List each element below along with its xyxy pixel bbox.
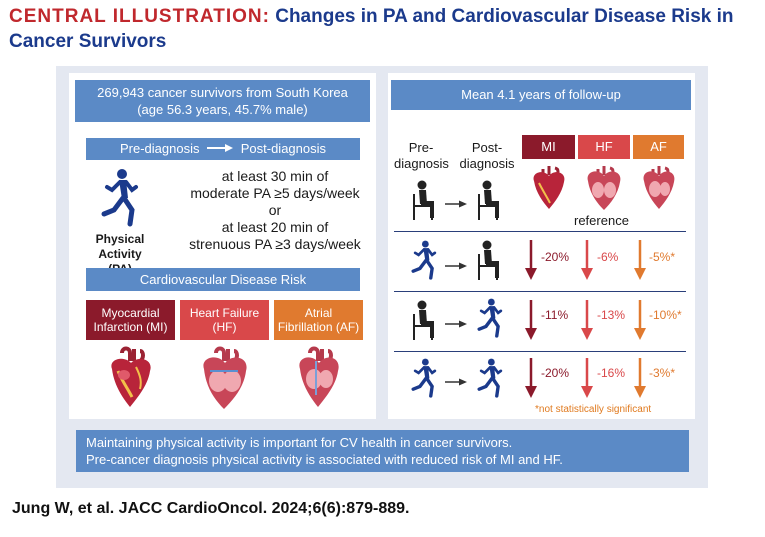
title-line1: CENTRAL ILLUSTRATION: Changes in PA and … <box>9 6 734 28</box>
disease-box-hf: Heart Failure (HF) <box>180 300 269 340</box>
row3-hf-value: -16% <box>597 366 626 380</box>
outcome-mi-label: MI <box>541 139 556 154</box>
risk-header: Cardiovascular Disease Risk <box>139 272 307 287</box>
criteria-line: at least 30 min of <box>221 168 329 184</box>
cohort-line2: (age 56.3 years, 45.7% male) <box>137 102 308 117</box>
running-person-icon <box>410 240 438 282</box>
arrow-down-icon <box>524 300 538 340</box>
citation: Jung W, et al. JACC CardioOncol. 2024;6(… <box>12 500 410 517</box>
disease-af-line1: Atrial <box>304 306 333 320</box>
arrow-right-icon <box>445 258 467 270</box>
disease-hf-line2: (HF) <box>212 320 237 334</box>
followup-text: Mean 4.1 years of follow-up <box>461 87 621 102</box>
arrow-down-icon <box>633 358 647 398</box>
row-divider <box>394 351 686 352</box>
row1-hf-value: -6% <box>597 250 619 264</box>
seated-person-icon <box>410 300 440 342</box>
col-post-line1: Post- <box>471 140 503 155</box>
running-person-icon <box>100 168 140 230</box>
arrow-right-icon <box>207 138 234 160</box>
heart-icon <box>292 345 346 411</box>
summary-line2: Pre-cancer diagnosis physical activity i… <box>86 452 563 467</box>
row1-mi-value: -20% <box>541 250 570 264</box>
disease-mi-line2: Infarction (MI) <box>93 320 168 334</box>
heart-icon <box>104 345 158 411</box>
followup-box: Mean 4.1 years of follow-up <box>391 80 691 110</box>
outcome-hf: HF <box>578 135 630 159</box>
row-divider <box>394 291 686 292</box>
arrow-down-icon <box>633 300 647 340</box>
header: CENTRAL ILLUSTRATION: Changes in PA and … <box>0 0 765 64</box>
title-text: Changes in PA and Cardiovascular Disease… <box>275 6 734 27</box>
outcome-af: AF <box>633 135 684 159</box>
risk-header-box: Cardiovascular Disease Risk <box>86 268 360 291</box>
pa-label-line1: Physical Activity <box>95 232 145 261</box>
arrow-down-icon <box>580 300 594 340</box>
pa-criteria: at least 30 min of moderate PA ≥5 days/w… <box>180 168 370 253</box>
row3-af-value: -3%* <box>649 366 676 380</box>
outcome-mi: MI <box>522 135 575 159</box>
criteria-line: at least 20 min of <box>221 219 329 235</box>
arrow-down-icon <box>633 240 647 280</box>
disease-hf-line1: Heart Failure <box>189 306 260 320</box>
right-column <box>388 73 695 419</box>
timeline-post: Post-diagnosis <box>240 141 327 156</box>
col-pre-header: Pre- diagnosis <box>394 140 449 172</box>
cohort-line1: 269,943 cancer survivors from South Kore… <box>97 85 348 100</box>
title-label: CENTRAL ILLUSTRATION: <box>9 6 270 27</box>
row2-hf-value: -13% <box>597 308 626 322</box>
summary-box: Maintaining physical activity is importa… <box>76 430 689 472</box>
seated-person-icon <box>475 240 505 282</box>
timeline-box: Pre-diagnosis Post-diagnosis <box>86 138 360 160</box>
title-line2: Cancer Survivors <box>9 31 167 52</box>
summary-line1: Maintaining physical activity is importa… <box>86 435 513 450</box>
col-post-line2: diagnosis <box>459 156 515 171</box>
row3-mi-value: -20% <box>541 366 570 380</box>
heart-icon <box>639 163 679 211</box>
running-person-icon <box>476 298 504 340</box>
disease-af-line2: Fibrillation (AF) <box>277 320 360 334</box>
arrow-down-icon <box>524 240 538 280</box>
arrow-down-icon <box>580 240 594 280</box>
timeline-pre: Pre-diagnosis <box>119 141 200 156</box>
row2-af-value: -10%* <box>649 308 682 322</box>
criteria-line: strenuous PA ≥3 days/week <box>189 236 361 252</box>
row-divider <box>394 231 686 232</box>
disease-box-af: Atrial Fibrillation (AF) <box>274 300 363 340</box>
col-pre-line2: diagnosis <box>394 156 449 171</box>
criteria-line: moderate PA ≥5 days/week <box>190 185 360 201</box>
col-pre-line1: Pre- <box>408 140 434 155</box>
reference-label: reference <box>574 213 629 228</box>
disease-box-mi: Myocardial Infarction (MI) <box>86 300 175 340</box>
footnote: *not statistically significant <box>535 404 652 415</box>
outcome-af-label: AF <box>650 139 667 154</box>
heart-icon <box>529 163 569 211</box>
heart-icon <box>198 345 252 411</box>
arrow-right-icon <box>445 374 467 386</box>
seated-person-icon <box>410 180 440 222</box>
disease-mi-line1: Myocardial <box>101 306 160 320</box>
arrow-right-icon <box>445 316 467 328</box>
cohort-box: 269,943 cancer survivors from South Kore… <box>75 80 370 122</box>
row1-af-value: -5%* <box>649 250 676 264</box>
row2-mi-value: -11% <box>541 308 569 322</box>
outcome-hf-label: HF <box>595 139 613 154</box>
arrow-right-icon <box>445 196 467 208</box>
arrow-down-icon <box>524 358 538 398</box>
heart-icon <box>584 163 624 211</box>
arrow-down-icon <box>580 358 594 398</box>
running-person-icon <box>476 358 504 400</box>
running-person-icon <box>410 358 438 400</box>
seated-person-icon <box>475 180 505 222</box>
criteria-line: or <box>268 202 282 218</box>
col-post-header: Post- diagnosis <box>457 140 517 172</box>
